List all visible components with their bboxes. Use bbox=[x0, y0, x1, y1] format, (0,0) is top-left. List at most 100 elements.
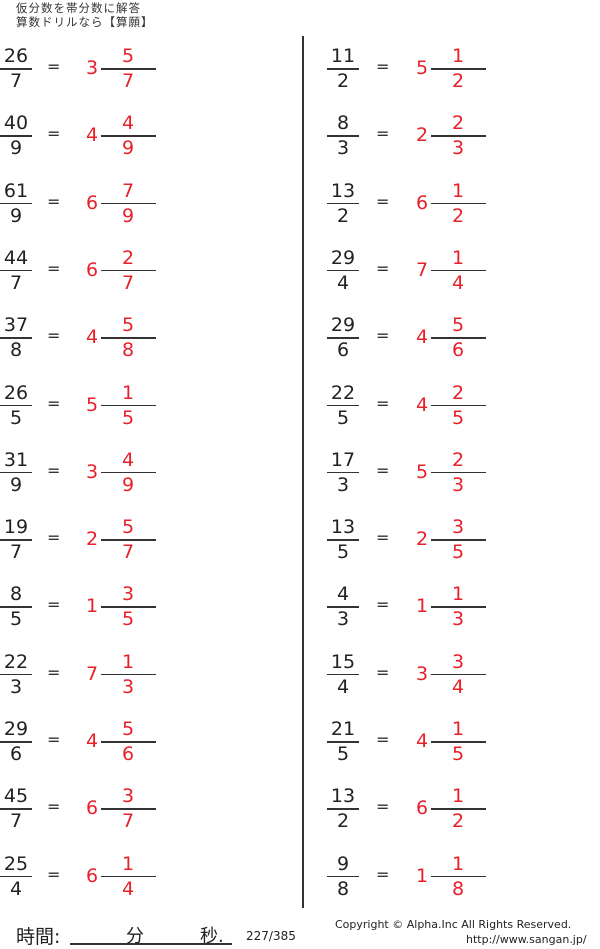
equals-sign: = bbox=[376, 528, 390, 548]
improper-numerator: 22 bbox=[3, 650, 29, 673]
answer-whole: 4 bbox=[86, 124, 99, 147]
improper-denominator: 4 bbox=[9, 877, 23, 900]
answer-denominator: 3 bbox=[451, 137, 465, 160]
answer-fraction-bar bbox=[101, 68, 156, 70]
answer-whole: 5 bbox=[416, 460, 429, 483]
answer-fraction-bar bbox=[101, 808, 156, 810]
improper-numerator: 4 bbox=[336, 583, 350, 606]
answer-denominator: 2 bbox=[451, 70, 465, 92]
fraction-bar bbox=[0, 68, 32, 70]
improper-denominator: 8 bbox=[9, 339, 23, 362]
answer-numerator: 5 bbox=[121, 718, 135, 740]
equals-sign: = bbox=[376, 662, 390, 682]
answer-denominator: 6 bbox=[121, 743, 135, 765]
fraction-bar bbox=[327, 673, 359, 676]
improper-denominator: 5 bbox=[336, 541, 350, 564]
answer-denominator: 3 bbox=[451, 608, 465, 631]
improper-denominator: 3 bbox=[336, 608, 350, 631]
answer-denominator: 3 bbox=[121, 675, 135, 698]
answer-numerator: 7 bbox=[121, 179, 135, 202]
equals-sign: = bbox=[47, 864, 61, 884]
answer-denominator: 8 bbox=[451, 877, 465, 900]
answer-denominator: 5 bbox=[121, 608, 135, 631]
improper-numerator: 29 bbox=[3, 718, 29, 740]
answer-fraction-bar bbox=[431, 875, 486, 878]
answer-fraction-bar bbox=[101, 741, 156, 743]
answer-numerator: 1 bbox=[121, 381, 135, 404]
improper-denominator: 2 bbox=[336, 70, 350, 92]
fraction-bar bbox=[327, 135, 359, 137]
answer-whole: 3 bbox=[86, 57, 99, 79]
equals-sign: = bbox=[376, 730, 390, 749]
answer-whole: 1 bbox=[416, 864, 429, 887]
answer-denominator: 7 bbox=[121, 70, 135, 92]
improper-numerator: 29 bbox=[330, 246, 356, 269]
time-underline bbox=[70, 943, 232, 945]
fraction-bar bbox=[0, 337, 32, 339]
improper-denominator: 8 bbox=[336, 877, 350, 900]
improper-denominator: 2 bbox=[336, 204, 350, 227]
answer-whole: 4 bbox=[86, 730, 99, 752]
improper-numerator: 26 bbox=[3, 381, 29, 404]
answer-whole: 4 bbox=[416, 730, 429, 752]
equals-sign: = bbox=[47, 797, 61, 817]
answer-numerator: 5 bbox=[121, 45, 135, 67]
answer-numerator: 5 bbox=[121, 314, 135, 337]
answer-whole: 5 bbox=[86, 393, 99, 416]
answer-fraction-bar bbox=[101, 404, 156, 406]
answer-whole: 1 bbox=[86, 595, 99, 618]
answer-fraction-bar bbox=[431, 539, 486, 541]
equals-sign: = bbox=[47, 326, 61, 346]
fraction-bar bbox=[327, 741, 359, 743]
improper-denominator: 3 bbox=[336, 137, 350, 160]
fraction-bar bbox=[327, 68, 359, 70]
improper-denominator: 7 bbox=[9, 271, 23, 294]
answer-whole: 5 bbox=[416, 57, 429, 79]
site-url[interactable]: http://www.sangan.jp/ bbox=[466, 933, 587, 946]
answer-fraction-bar bbox=[101, 875, 156, 878]
fraction-bar bbox=[0, 808, 32, 810]
answer-denominator: 4 bbox=[451, 675, 465, 698]
equals-sign: = bbox=[47, 258, 61, 278]
fraction-bar bbox=[327, 404, 359, 406]
improper-numerator: 17 bbox=[330, 448, 356, 471]
improper-numerator: 45 bbox=[3, 785, 29, 808]
answer-whole: 6 bbox=[86, 797, 99, 820]
equals-sign: = bbox=[376, 595, 390, 615]
answer-fraction-bar bbox=[101, 673, 156, 676]
equals-sign: = bbox=[47, 528, 61, 548]
improper-numerator: 11 bbox=[330, 45, 356, 67]
equals-sign: = bbox=[47, 662, 61, 682]
answer-fraction-bar bbox=[431, 269, 486, 272]
fraction-bar bbox=[327, 269, 359, 272]
improper-numerator: 8 bbox=[336, 112, 350, 135]
fraction-bar bbox=[0, 741, 32, 743]
equals-sign: = bbox=[376, 258, 390, 278]
answer-denominator: 7 bbox=[121, 271, 135, 294]
answer-numerator: 4 bbox=[121, 448, 135, 471]
column-divider bbox=[302, 36, 304, 908]
fraction-bar bbox=[327, 202, 359, 205]
improper-denominator: 9 bbox=[9, 473, 23, 496]
answer-whole: 4 bbox=[416, 326, 429, 349]
answer-fraction-bar bbox=[431, 741, 486, 743]
answer-fraction-bar bbox=[431, 606, 486, 608]
improper-numerator: 44 bbox=[3, 246, 29, 269]
improper-numerator: 13 bbox=[330, 179, 356, 202]
answer-denominator: 3 bbox=[451, 473, 465, 496]
fraction-bar bbox=[0, 269, 32, 272]
improper-numerator: 31 bbox=[3, 448, 29, 471]
improper-denominator: 3 bbox=[336, 473, 350, 496]
answer-fraction-bar bbox=[101, 202, 156, 205]
improper-denominator: 6 bbox=[9, 743, 23, 765]
answer-whole: 7 bbox=[86, 662, 99, 685]
improper-numerator: 15 bbox=[330, 650, 356, 673]
answer-denominator: 5 bbox=[451, 743, 465, 765]
answer-fraction-bar bbox=[431, 404, 486, 406]
equals-sign: = bbox=[376, 57, 390, 76]
answer-numerator: 3 bbox=[451, 650, 465, 673]
fraction-bar bbox=[0, 539, 32, 541]
improper-numerator: 40 bbox=[3, 112, 29, 135]
equals-sign: = bbox=[47, 393, 61, 413]
answer-numerator: 2 bbox=[121, 246, 135, 269]
